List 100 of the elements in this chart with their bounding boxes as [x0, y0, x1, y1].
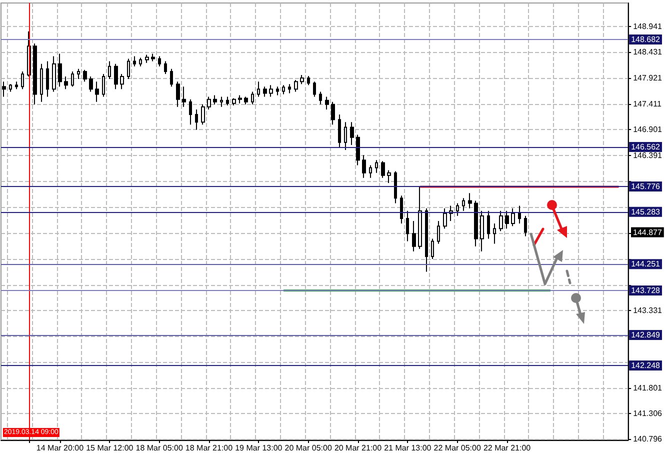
y-tick-label: 146.391	[633, 151, 663, 160]
candlestick	[437, 220, 440, 244]
candlestick	[226, 96, 229, 106]
x-tick-label: 22 Mar 05:00	[434, 444, 482, 452]
candlestick	[524, 215, 527, 237]
x-tick-label: 22 Mar 21:00	[483, 444, 532, 452]
candlestick	[139, 57, 142, 67]
candlestick	[127, 58, 130, 80]
candlestick	[394, 170, 397, 204]
ref-line-label: 142.248	[631, 360, 661, 370]
candlestick	[480, 210, 484, 252]
candlestick	[21, 70, 24, 90]
candlestick	[456, 202, 459, 216]
candlestick	[425, 208, 428, 272]
x-tick-label: 19 Mar 13:00	[235, 444, 283, 452]
y-tick-label: 147.411	[633, 99, 662, 108]
candlestick	[518, 205, 521, 224]
y-tick-label: 140.796	[633, 434, 663, 444]
ref-line-label: 143.728	[631, 286, 661, 295]
ref-line-label: 145.776	[631, 182, 661, 192]
y-tick-label: 147.921	[633, 73, 663, 82]
candlestick	[387, 170, 391, 184]
candlestick	[40, 63, 43, 102]
y-tick-label: 143.331	[633, 306, 663, 316]
candlestick	[257, 81, 260, 98]
candlestick	[474, 200, 478, 247]
candlestick	[362, 154, 366, 178]
candlestick	[313, 81, 316, 98]
x-tick-label: 15 Mar 12:00	[86, 444, 134, 452]
candlestick	[288, 84, 291, 94]
candlestick	[52, 56, 56, 92]
candlestick	[493, 223, 496, 244]
candlestick	[468, 192, 472, 209]
candlestick	[238, 94, 242, 104]
candlestick	[375, 160, 378, 174]
x-tick-label: 21 Mar 13:00	[384, 444, 432, 452]
ref-line-label: 146.562	[631, 142, 661, 152]
candlestick	[431, 238, 434, 260]
x-tick-label: 20 Mar 21:00	[334, 444, 382, 452]
candlestick	[151, 53, 155, 62]
candlestick	[443, 208, 447, 230]
candlestick	[220, 96, 223, 108]
candlestick	[294, 80, 298, 92]
candlestick	[207, 96, 211, 110]
candlestick	[170, 68, 173, 88]
candlestick	[133, 56, 136, 67]
candlestick	[300, 74, 304, 85]
candlestick	[9, 84, 12, 92]
x-tick-label: 14 Mar 20:00	[36, 444, 84, 452]
candlestick	[400, 195, 403, 224]
candlestick	[269, 84, 273, 98]
candlestick	[232, 98, 236, 106]
candlestick	[356, 134, 360, 166]
candlestick	[282, 84, 285, 95]
candlestick	[164, 60, 167, 74]
candlestick	[195, 108, 198, 130]
candlestick	[344, 122, 347, 151]
candlestick	[89, 76, 93, 92]
candlestick	[418, 186, 422, 250]
ref-line-label: 144.251	[631, 260, 661, 269]
candlestick	[462, 198, 465, 212]
candlestick	[251, 91, 254, 105]
candlestick	[176, 81, 180, 108]
candlestick	[145, 54, 149, 64]
y-tick-label: 141.306	[633, 408, 663, 418]
candlestick	[307, 76, 310, 86]
y-tick-label: 141.801	[633, 384, 663, 393]
candlestick	[77, 68, 80, 80]
candlestick	[64, 76, 68, 90]
candlestick	[350, 122, 354, 146]
ref-line-label: 145.283	[631, 207, 661, 216]
y-tick-label: 148.431	[633, 48, 663, 57]
candlestick	[201, 104, 205, 126]
candlestick	[331, 101, 335, 126]
candlestick	[114, 63, 118, 90]
candlestick	[182, 86, 186, 108]
candlestick	[108, 60, 111, 80]
candlestick	[381, 160, 385, 178]
x-tick-label: 20 Mar 05:00	[284, 444, 332, 452]
candlestick	[276, 86, 279, 96]
ref-line-label: 148.682	[631, 35, 661, 44]
candlestick	[58, 53, 62, 88]
candlestick	[244, 96, 248, 105]
candlestick	[406, 210, 409, 242]
x-tick-label: 18 Mar 21:00	[185, 444, 234, 452]
candlestick	[46, 60, 49, 98]
candlestick	[33, 43, 37, 105]
candlestick	[487, 210, 490, 240]
candlestick	[511, 208, 515, 227]
annotation: 144.877	[633, 228, 662, 237]
candlestick	[263, 86, 267, 98]
candlestick	[369, 164, 372, 178]
y-tick-label: 148.941	[633, 22, 663, 31]
candlestick	[120, 73, 124, 90]
candlestick	[325, 96, 329, 110]
candlestick	[412, 220, 416, 252]
candlestick	[213, 94, 217, 105]
candlestick	[102, 73, 105, 98]
candlestick	[189, 98, 192, 126]
x-tick-label: 18 Mar 05:00	[136, 444, 184, 452]
